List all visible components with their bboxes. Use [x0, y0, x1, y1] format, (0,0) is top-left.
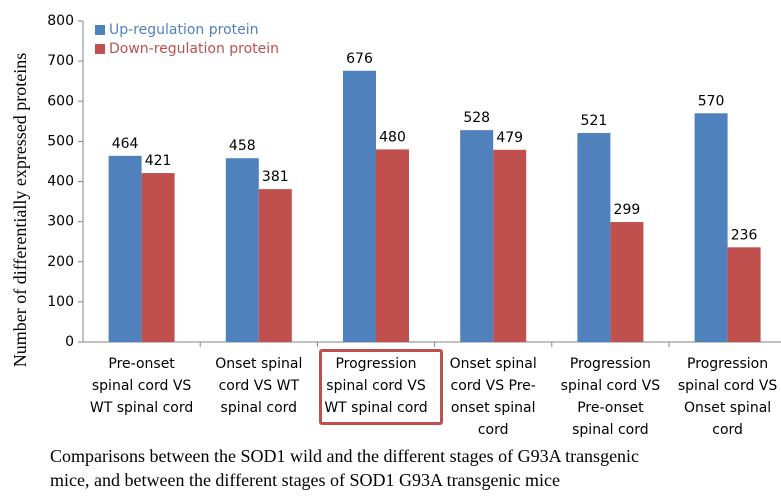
highlight-box — [319, 349, 443, 425]
bar — [141, 173, 175, 342]
caption-line: Comparisons between the SOD1 wild and th… — [50, 446, 640, 466]
bar — [343, 70, 376, 342]
bar — [694, 113, 728, 342]
y-tick-label: 100 — [47, 294, 74, 310]
legend-label: Down-regulation protein — [109, 41, 279, 57]
value-label: 381 — [262, 169, 289, 185]
y-tick-label: 0 — [65, 334, 74, 350]
y-tick-label: 700 — [47, 53, 74, 69]
y-axis-label: Number of differentially expressed prote… — [10, 53, 30, 368]
x-tick-label: Onset spinal cord VS WT spinal cord — [215, 356, 303, 416]
caption-line: mice, and between the different stages o… — [50, 470, 561, 490]
value-label: 236 — [731, 227, 758, 243]
y-tick-label: 800 — [47, 13, 74, 29]
value-label: 480 — [379, 129, 406, 145]
x-tick-label: Progression spinal cord VS Onset spinal … — [677, 356, 778, 438]
value-label: 464 — [112, 136, 139, 152]
x-tick-label: Pre-onset spinal cord VS WT spinal cord — [89, 356, 194, 416]
x-tick-label: Progression spinal cord VS WT spinal cor… — [324, 356, 428, 416]
value-label: 676 — [346, 51, 373, 67]
x-tick-label: Onset spinal cord VS Pre-onset spinal co… — [449, 356, 537, 438]
bar — [258, 189, 292, 342]
value-label: 421 — [145, 153, 172, 169]
value-label: 479 — [496, 130, 523, 146]
value-label: 528 — [463, 110, 490, 126]
value-label: 521 — [581, 113, 608, 129]
bar — [376, 149, 409, 342]
value-label: 570 — [698, 93, 725, 109]
legend-swatch — [95, 25, 105, 35]
bar — [727, 247, 761, 342]
legend-label: Up-regulation protein — [109, 22, 259, 38]
y-tick-label: 300 — [47, 214, 74, 230]
bar — [108, 155, 142, 342]
bar — [493, 149, 527, 342]
bar — [225, 158, 259, 342]
bar — [577, 132, 611, 342]
bar — [610, 222, 644, 342]
y-tick-label: 200 — [47, 254, 74, 270]
y-tick-label: 400 — [47, 174, 74, 190]
value-label: 458 — [229, 138, 256, 154]
y-tick-label: 500 — [47, 133, 74, 149]
y-tick-label: 600 — [47, 93, 74, 109]
legend-swatch — [95, 44, 105, 54]
x-tick-label: Progression spinal cord VS Pre-onset spi… — [560, 356, 661, 438]
value-label: 299 — [614, 202, 641, 218]
bar — [460, 130, 494, 342]
